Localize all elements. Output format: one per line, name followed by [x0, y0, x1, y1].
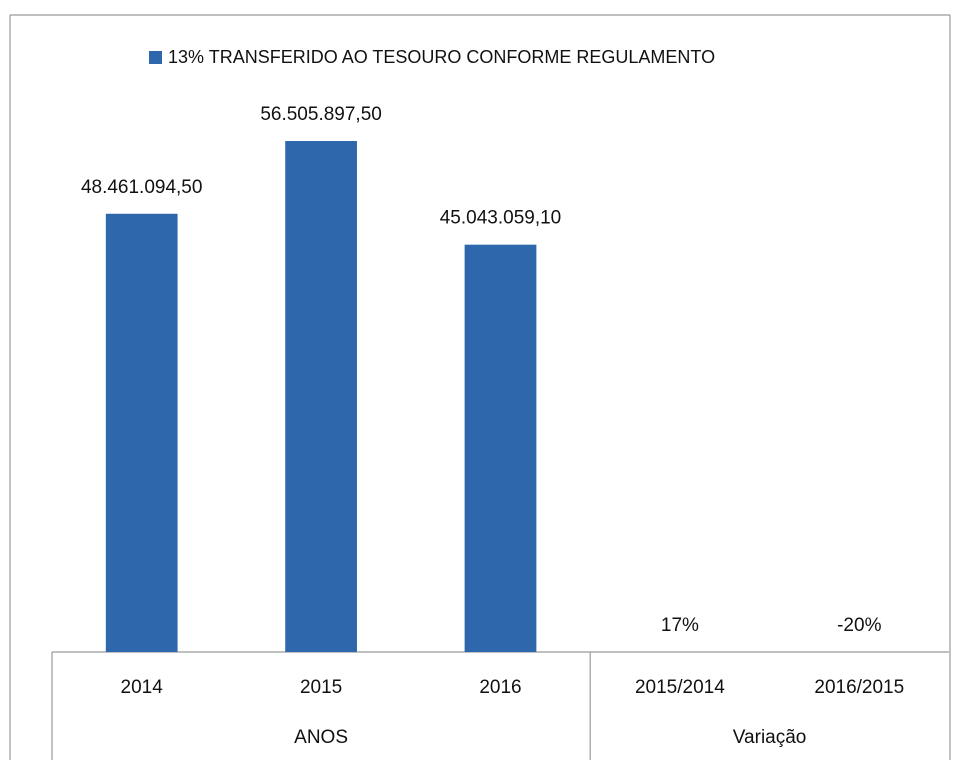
data-label: 48.461.094,50 — [81, 177, 203, 198]
bar — [464, 244, 537, 652]
x-tick-label: 2015/2014 — [635, 677, 725, 698]
bar — [285, 141, 357, 652]
data-label: 17% — [661, 615, 699, 636]
x-tick-label: 2016/2015 — [814, 677, 904, 698]
x-tick-label: 2014 — [121, 677, 164, 698]
legend-label: 13% TRANSFERIDO AO TESOURO CONFORME REGU… — [168, 47, 715, 67]
x-tick-label: 2016 — [479, 677, 521, 698]
group-label: ANOS — [294, 727, 348, 748]
x-tick-label: 2015 — [300, 677, 342, 698]
data-label: -20% — [837, 615, 881, 636]
data-label: 45.043.059,10 — [440, 208, 562, 229]
group-label: Variação — [733, 727, 807, 748]
data-label: 56.505.897,50 — [260, 104, 382, 125]
bar — [105, 213, 178, 652]
legend-swatch — [149, 51, 162, 64]
